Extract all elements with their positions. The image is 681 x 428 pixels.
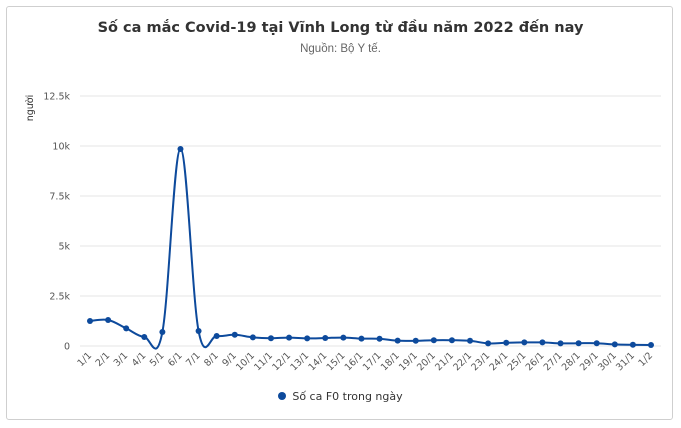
x-tick-label: 7/1 <box>184 350 203 369</box>
x-tick-label: 1/1 <box>76 350 95 369</box>
chart-subtitle: Nguồn: Bộ Y tế. <box>300 43 381 55</box>
data-point[interactable] <box>629 341 636 348</box>
data-point[interactable] <box>87 318 93 324</box>
y-tick-label: 2.5k <box>49 292 70 303</box>
data-point[interactable] <box>141 334 148 340</box>
data-point[interactable] <box>123 325 130 332</box>
data-point[interactable] <box>159 329 166 335</box>
data-point[interactable] <box>539 339 546 346</box>
data-point[interactable] <box>376 335 383 342</box>
data-point[interactable] <box>177 146 184 152</box>
data-point[interactable] <box>286 334 293 341</box>
data-point[interactable] <box>521 339 528 346</box>
legend-marker <box>278 392 287 400</box>
x-tick-label: 14/1 <box>307 350 330 373</box>
x-tick-label: 30/1 <box>596 350 619 373</box>
x-tick-label: 22/1 <box>451 350 474 373</box>
x-tick-label: 18/1 <box>379 350 402 373</box>
x-tick-labels: 1/1 2/1 3/1 4/1 5/1 6/1 7/1 8/1 9/110/111/112/11… <box>76 350 656 373</box>
data-point[interactable] <box>340 334 347 341</box>
x-tick-label: 11/1 <box>252 350 275 373</box>
data-point[interactable] <box>430 337 437 344</box>
y-tick-label: 0 <box>64 342 70 353</box>
x-tick-label: 3/1 <box>112 350 131 369</box>
x-tick-label: 20/1 <box>415 350 438 373</box>
x-tick-label: 8/1 <box>202 350 221 369</box>
x-tick-label: 19/1 <box>397 350 420 373</box>
data-point[interactable] <box>231 331 238 338</box>
x-tick-label: 15/1 <box>325 350 348 373</box>
x-tick-label: 1/2 <box>637 350 656 369</box>
data-point[interactable] <box>195 328 202 334</box>
data-point[interactable] <box>105 317 112 323</box>
y-tick-label: 7.5k <box>49 192 70 203</box>
data-point[interactable] <box>213 333 220 339</box>
data-point[interactable] <box>557 340 564 347</box>
x-tick-label: 26/1 <box>524 350 547 373</box>
x-tick-label: 23/1 <box>469 350 492 373</box>
chart-title: Số ca mắc Covid-19 tại Vĩnh Long từ đầu … <box>97 20 584 36</box>
legend[interactable]: Số ca F0 trong ngày <box>0 390 681 403</box>
data-point[interactable] <box>611 341 618 348</box>
x-tick-label: 13/1 <box>288 350 311 373</box>
data-point[interactable] <box>322 335 329 341</box>
x-tick-label: 5/1 <box>148 350 167 369</box>
y-axis-label: người <box>25 95 36 122</box>
x-tick-label: 27/1 <box>542 350 565 373</box>
chart-frame <box>6 6 673 420</box>
x-tick-label: 28/1 <box>560 350 583 373</box>
x-tick-label: 2/1 <box>94 350 113 369</box>
series-points <box>87 146 654 348</box>
y-tick-label: 5k <box>58 242 70 253</box>
data-point[interactable] <box>358 335 365 342</box>
x-tick-label: 10/1 <box>234 350 257 373</box>
data-point[interactable] <box>593 340 600 347</box>
x-tick-label: 21/1 <box>433 350 456 373</box>
x-tick-label: 17/1 <box>361 350 384 373</box>
data-point[interactable] <box>448 337 455 344</box>
x-tick-label: 16/1 <box>343 350 366 373</box>
data-point[interactable] <box>503 339 510 346</box>
x-tick-label: 4/1 <box>130 350 149 369</box>
x-tick-label: 24/1 <box>487 350 510 373</box>
y-tick-label: 10k <box>52 142 70 153</box>
data-point[interactable] <box>485 340 492 347</box>
data-point[interactable] <box>304 335 311 342</box>
data-point[interactable] <box>249 334 256 341</box>
y-tick-label: 12.5k <box>43 92 70 103</box>
grid-lines <box>80 95 661 347</box>
x-tick-label: 25/1 <box>506 350 529 373</box>
data-point[interactable] <box>267 335 274 342</box>
x-tick-label: 31/1 <box>614 350 637 373</box>
x-tick-label: 6/1 <box>166 350 185 369</box>
data-point[interactable] <box>412 337 419 344</box>
data-point[interactable] <box>648 342 654 348</box>
data-point[interactable] <box>467 337 474 344</box>
y-tick-labels: 0 2.5k 5k 7.5k 10k 12.5k <box>43 92 70 353</box>
data-point[interactable] <box>575 340 582 347</box>
data-point[interactable] <box>394 337 401 344</box>
legend-label: Số ca F0 trong ngày <box>292 390 403 403</box>
x-tick-label: 12/1 <box>270 350 293 373</box>
series-line <box>89 147 652 350</box>
x-tick-label: 29/1 <box>578 350 601 373</box>
